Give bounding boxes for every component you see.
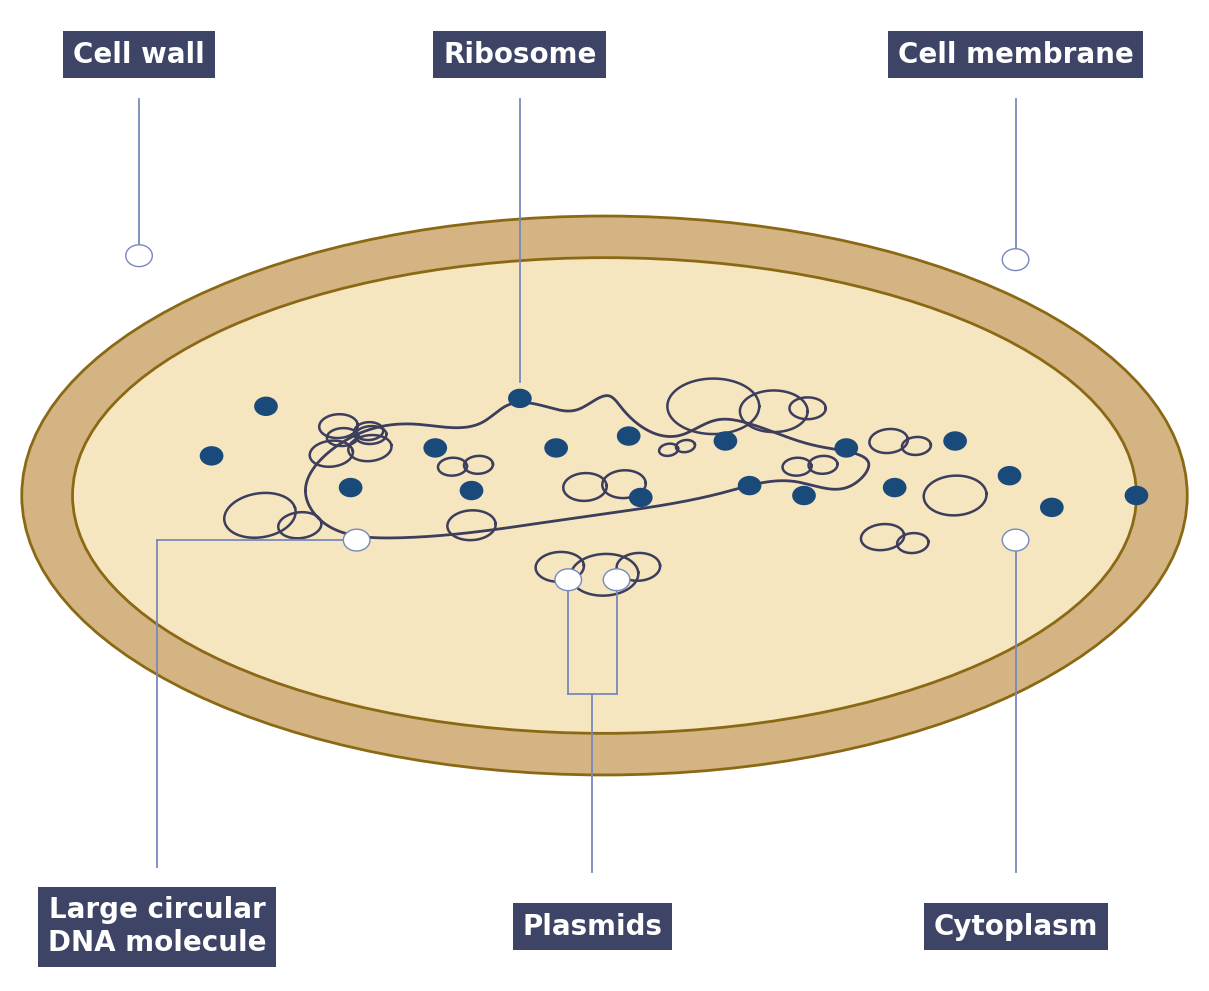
Circle shape [339,478,363,497]
Circle shape [617,426,641,446]
Circle shape [199,446,224,466]
Text: Cytoplasm: Cytoplasm [933,913,1098,940]
Circle shape [555,569,582,591]
Ellipse shape [22,216,1187,775]
Circle shape [423,438,447,458]
Circle shape [544,438,568,458]
Circle shape [834,438,858,458]
Circle shape [603,569,630,591]
Circle shape [883,478,907,497]
Circle shape [126,245,152,267]
Circle shape [1002,529,1029,551]
Ellipse shape [73,258,1136,733]
Text: Cell wall: Cell wall [74,41,204,68]
Circle shape [997,466,1022,486]
Circle shape [943,431,967,451]
Circle shape [792,486,816,505]
Circle shape [254,396,278,416]
Circle shape [459,481,484,500]
Text: Large circular
DNA molecule: Large circular DNA molecule [48,897,266,956]
Circle shape [737,476,762,496]
Circle shape [508,388,532,408]
Circle shape [1124,486,1149,505]
Circle shape [1002,249,1029,271]
Circle shape [1040,497,1064,517]
Circle shape [713,431,737,451]
Circle shape [343,529,370,551]
Circle shape [629,488,653,507]
Text: Ribosome: Ribosome [444,41,596,68]
Text: Cell membrane: Cell membrane [898,41,1133,68]
Text: Plasmids: Plasmids [522,913,663,940]
